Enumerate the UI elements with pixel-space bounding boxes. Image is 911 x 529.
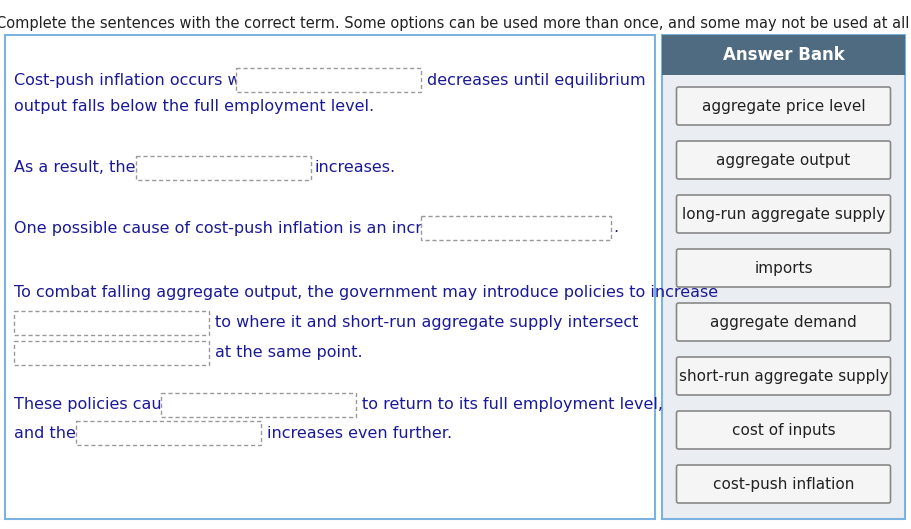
Text: increases even further.: increases even further. [267,425,452,441]
Bar [136,156,311,180]
Bar [662,35,905,519]
Text: Answer Bank: Answer Bank [722,46,844,64]
FancyBboxPatch shape [677,249,890,287]
Text: to where it and short-run aggregate supply intersect: to where it and short-run aggregate supp… [215,315,639,331]
FancyBboxPatch shape [677,87,890,125]
Bar [161,393,356,417]
FancyBboxPatch shape [677,195,890,233]
Text: aggregate demand: aggregate demand [711,315,857,330]
Text: at the same point.: at the same point. [215,345,363,360]
Text: decreases until equilibrium: decreases until equilibrium [427,72,646,87]
Bar [5,35,655,519]
Text: aggregate output: aggregate output [716,152,851,168]
Bar [76,421,261,445]
Text: to return to its full employment level,: to return to its full employment level, [362,397,663,413]
Bar [421,216,611,240]
Text: short-run aggregate supply: short-run aggregate supply [679,369,888,384]
FancyBboxPatch shape [677,411,890,449]
FancyBboxPatch shape [677,303,890,341]
Text: cost of inputs: cost of inputs [732,423,835,437]
Text: output falls below the full employment level.: output falls below the full employment l… [14,98,374,114]
FancyBboxPatch shape [677,465,890,503]
Bar [662,35,905,75]
Text: One possible cause of cost-push inflation is an increase in: One possible cause of cost-push inflatio… [14,221,485,235]
Text: imports: imports [754,260,813,276]
Bar [14,311,209,335]
Text: long-run aggregate supply: long-run aggregate supply [681,206,885,222]
Text: Complete the sentences with the correct term. Some options can be used more than: Complete the sentences with the correct … [0,16,911,31]
Bar [236,68,421,92]
Text: .: . [613,221,619,235]
FancyBboxPatch shape [677,141,890,179]
Text: cost-push inflation: cost-push inflation [712,477,855,491]
Text: As a result, the: As a result, the [14,160,140,176]
Bar [14,341,209,365]
Text: and the: and the [14,425,81,441]
FancyBboxPatch shape [677,357,890,395]
Text: aggregate price level: aggregate price level [701,98,865,114]
Text: increases.: increases. [315,160,396,176]
Text: To combat falling aggregate output, the government may introduce policies to inc: To combat falling aggregate output, the … [14,286,718,300]
Text: These policies cause: These policies cause [14,397,185,413]
Text: Cost-push inflation occurs when: Cost-push inflation occurs when [14,72,276,87]
